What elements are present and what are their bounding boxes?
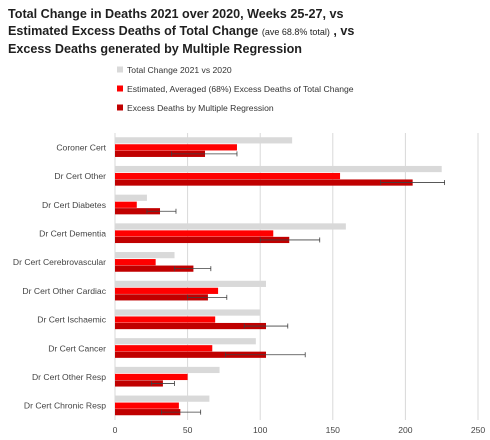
y-tick-label-4: Dr Cert Dementia [39,228,106,238]
chart-title: Total Change in Deaths 2021 over 2020, W… [8,6,484,58]
bar-s1-c8 [115,338,256,345]
bar-s2-c10 [115,402,179,409]
y-tick-label-3: Dr Cert Diabetes [42,200,106,210]
chart-title-line-1: Total Change in Deaths 2021 over 2020, W… [8,7,344,21]
bar-s1-c10 [115,395,210,402]
bar-s3-c10 [115,409,181,416]
bar-s1-c5 [115,252,175,259]
bar-s2-c5 [115,259,156,266]
bar-s3-c4 [115,236,290,244]
y-tick-label-5: Dr Cert Cerebrovascular [13,257,106,267]
bar-s2-c3 [115,201,137,208]
bar-s3-c8 [115,351,267,358]
legend-swatch-1 [117,66,123,73]
legend-label-3: Excess Deaths by Multiple Regression [127,103,274,113]
y-tick-label-2: Dr Cert Other [54,171,106,181]
x-tick-label-150: 150 [326,425,341,435]
bar-s1-c7 [115,309,261,316]
bar-s3-c3 [115,208,161,215]
legend-label-2: Estimated, Averaged (68%) Excess Deaths … [127,84,354,94]
bar-s1-c3 [115,194,147,201]
bar-s2-c2 [115,172,341,180]
bar-s2-c7 [115,316,216,323]
chart-legend: Total Change 2021 vs 2020 Estimated, Aver… [117,65,354,113]
bar-s2-c9 [115,373,188,381]
y-tick-label-9: Dr Cert Other Resp [32,372,106,382]
bar-s1-c6 [115,280,267,287]
bar-s3-c9 [115,380,163,387]
error-bars [146,151,446,415]
x-tick-label-250: 250 [471,425,486,435]
chart-title-line-3: Excess Deaths generated by Multiple Regr… [8,42,302,56]
bar-s3-c6 [115,294,208,301]
bar-s1-c1 [115,137,293,144]
legend-swatch-3 [117,104,123,111]
y-tick-label-6: Dr Cert Other Cardiac [22,286,106,296]
y-tick-label-7: Dr Cert Ischaemic [37,315,106,325]
bar-marks [115,137,442,416]
y-axis-labels: Coroner Cert Dr Cert Other Dr Cert Diabete… [13,142,107,410]
chart-title-line-2-main: Estimated Excess Deaths of Total Change [8,24,259,38]
bar-s1-c2 [115,165,442,173]
bar-s2-c6 [115,287,219,294]
bar-s3-c7 [115,322,267,330]
x-tick-label-50: 50 [183,425,193,435]
x-tick-label-0: 0 [113,425,118,435]
bar-s1-c9 [115,366,220,374]
x-tick-label-100: 100 [253,425,268,435]
bar-s2-c8 [115,345,213,352]
bar-s3-c1 [115,150,206,157]
legend-swatch-2 [117,85,123,92]
bar-s3-c5 [115,265,194,272]
x-tick-label-200: 200 [398,425,413,435]
y-tick-label-8: Dr Cert Cancer [48,343,106,353]
legend-label-1: Total Change 2021 vs 2020 [127,65,232,75]
y-tick-label-1: Coroner Cert [56,142,106,152]
y-tick-label-10: Dr Cert Chronic Resp [24,401,106,411]
chart-title-note: (ave 68.8% total) [261,27,330,37]
bar-s3-c2 [115,179,413,186]
chart-title-line-2: Estimated Excess Deaths of Total Change … [8,23,484,41]
bar-s2-c4 [115,230,274,237]
bar-s2-c1 [115,144,237,151]
bar-s1-c4 [115,223,346,230]
chart-title-line-2-tail: , vs [333,24,355,38]
x-axis-labels: 0 50 100 150 200 250 [113,425,486,435]
